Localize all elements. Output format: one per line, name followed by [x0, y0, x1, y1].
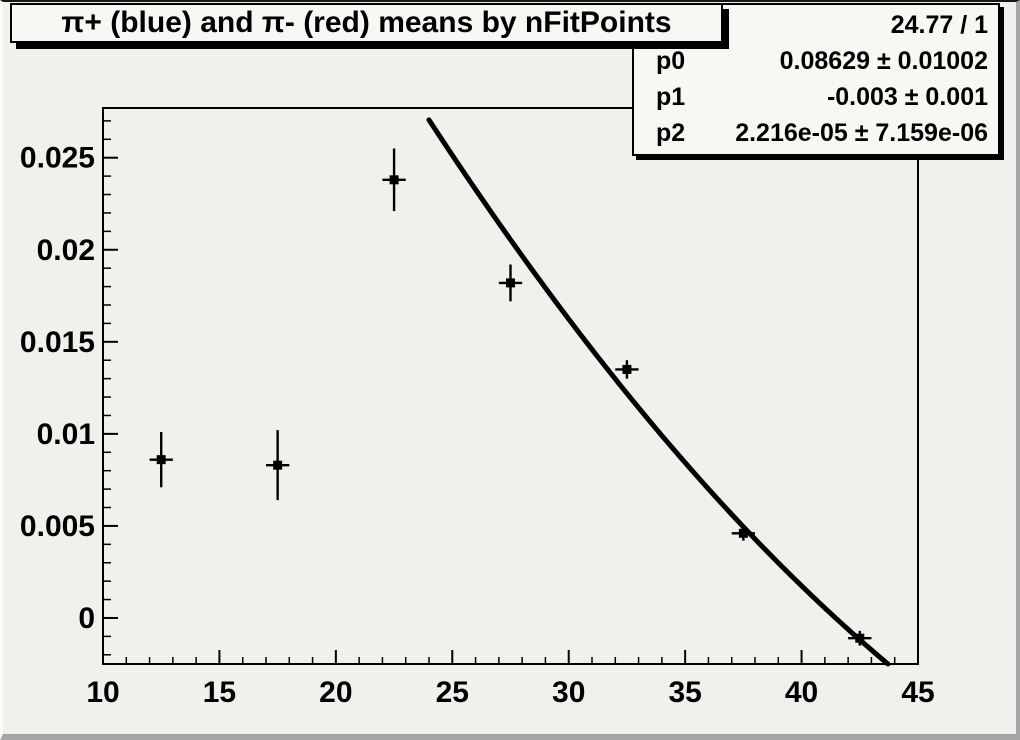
stat-value-p0: 0.08629 ± 0.01002	[779, 47, 988, 76]
stat-row-p2: p2 2.216e-05 ± 7.159e-06	[634, 115, 998, 151]
y-tick-label: 0.005	[20, 510, 95, 543]
stat-label-p1: p1	[656, 82, 686, 111]
stat-label-p2: p2	[656, 118, 686, 147]
plot-frame	[102, 107, 919, 665]
data-point-marker	[738, 528, 748, 538]
data-point-marker	[156, 455, 166, 465]
stat-row-chi2: 24.77 / 1	[634, 8, 998, 44]
data-point-marker	[273, 460, 283, 470]
plot-title-box: π+ (blue) and π- (red) means by nFitPoin…	[10, 3, 723, 43]
x-tick-label: 35	[668, 676, 701, 709]
x-tick-label: 40	[785, 676, 818, 709]
y-tick-label: 0.025	[20, 142, 95, 175]
stat-value-chi2: 24.77 / 1	[890, 11, 988, 40]
y-tick-label: 0.02	[37, 234, 95, 267]
stat-label-p0: p0	[656, 47, 686, 76]
y-tick-label: 0	[78, 602, 95, 635]
x-tick-label: 20	[319, 676, 352, 709]
stat-row-p1: p1 -0.003 ± 0.001	[634, 80, 998, 116]
x-tick-label: 30	[552, 676, 585, 709]
x-tick-label: 15	[203, 676, 236, 709]
y-tick-label: 0.015	[20, 326, 95, 359]
plot-area: 10 15 20 25 30 35 40 45 0 0.005 0.01 0.015 0.02 0.025	[20, 107, 935, 709]
stat-value-p1: -0.003 ± 0.001	[826, 82, 988, 111]
data-point-marker	[506, 278, 515, 288]
data-point-marker	[389, 175, 399, 185]
data-point-marker	[622, 364, 632, 374]
x-tick-label: 10	[86, 676, 119, 709]
fit-curve	[426, 117, 891, 667]
x-tick-label: 45	[901, 676, 934, 709]
y-tick-label: 0.01	[37, 418, 95, 451]
stat-value-p2: 2.216e-05 ± 7.159e-06	[735, 118, 988, 147]
plot-title: π+ (blue) and π- (red) means by nFitPoin…	[61, 6, 672, 39]
stat-row-p0: p0 0.08629 ± 0.01002	[634, 44, 998, 80]
fit-stats-box: 24.77 / 1 p0 0.08629 ± 0.01002 p1 -0.003…	[632, 3, 1000, 156]
x-tick-label: 25	[436, 676, 469, 709]
